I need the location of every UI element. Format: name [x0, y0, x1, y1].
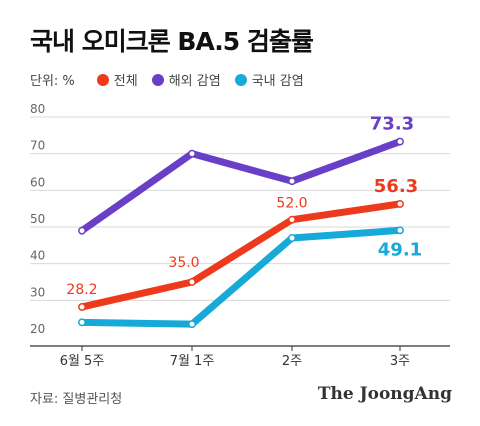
data-label-total: 52.0	[276, 196, 307, 212]
data-point-domestic	[78, 318, 86, 327]
publisher-logo: The JoongAng	[317, 384, 452, 404]
x-tick-label: 2주	[282, 354, 302, 369]
y-tick-label: 80	[30, 102, 45, 116]
data-point-overseas	[396, 137, 404, 146]
legend-item-total: 전체	[96, 70, 138, 89]
data-point-domestic	[188, 320, 196, 329]
legend-label-domestic: 국내 감염	[251, 74, 304, 89]
series-line-total	[78, 200, 404, 311]
legend-dot-domestic	[234, 73, 247, 86]
y-tick-label: 50	[30, 212, 45, 226]
data-point-total	[78, 302, 86, 311]
source-note: 자료: 질병관리청	[30, 392, 123, 407]
data-point-domestic	[288, 234, 296, 242]
y-tick-label: 60	[30, 175, 45, 189]
unit-label: 단위: %	[30, 74, 75, 89]
legend-label-total: 전체	[113, 74, 138, 89]
legend-item-overseas: 해외 감염	[151, 70, 221, 89]
data-point-domestic	[396, 226, 404, 235]
data-label-overseas: 73.3	[370, 114, 414, 135]
series-line-domestic	[78, 226, 404, 328]
series-line-overseas	[78, 138, 404, 235]
legend-dot-total	[96, 73, 109, 86]
data-point-overseas	[188, 149, 196, 158]
data-label-total: 28.2	[66, 282, 97, 298]
data-point-total	[188, 278, 196, 286]
y-tick-label: 30	[30, 285, 45, 299]
data-point-overseas	[78, 226, 86, 235]
data-label-total: 56.3	[374, 176, 418, 197]
y-tick-label: 70	[30, 139, 45, 153]
data-point-total	[396, 199, 404, 208]
data-point-total	[288, 215, 296, 224]
y-tick-label: 20	[30, 322, 45, 336]
data-label-domestic: 49.1	[378, 239, 422, 260]
legend-item-domestic: 국내 감염	[234, 70, 304, 89]
y-tick-label: 40	[30, 249, 45, 263]
x-tick-label: 6월 5주	[60, 354, 105, 369]
legend-dot-overseas	[151, 73, 164, 86]
chart-title: 국내 오미크론 BA.5 검출률	[30, 27, 314, 56]
x-tick-label: 7월 1주	[170, 354, 215, 369]
data-point-overseas	[288, 177, 296, 186]
x-tick-label: 3주	[390, 354, 410, 369]
data-label-total: 35.0	[168, 255, 199, 271]
legend: 단위: % 전체 해외 감염 국내 감염	[30, 70, 318, 89]
legend-label-overseas: 해외 감염	[168, 74, 221, 89]
